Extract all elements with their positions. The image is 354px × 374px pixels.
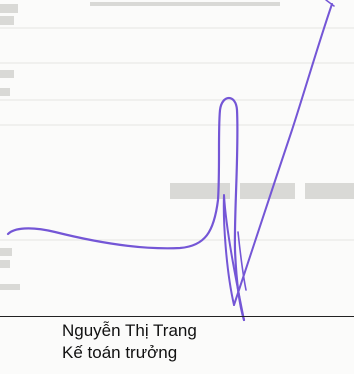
signatory-name: Nguyễn Thị Trang: [62, 321, 197, 340]
signature-line: [0, 316, 354, 317]
signatory-title: Kế toán trưởng: [62, 343, 178, 362]
